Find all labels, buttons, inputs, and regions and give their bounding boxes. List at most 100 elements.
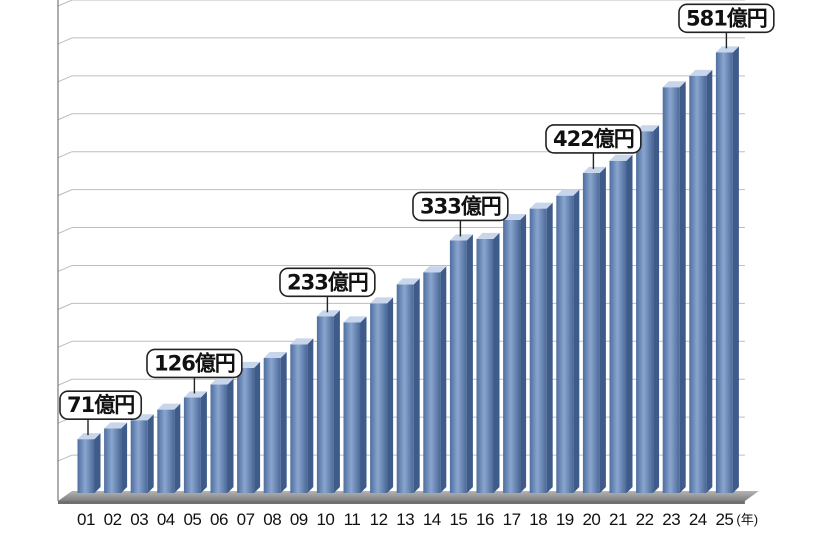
bar-21 [609,154,633,494]
bar-top [662,81,686,88]
bar-top [157,403,181,410]
bar-side [387,297,394,493]
callout-label: 71億円 [67,393,134,417]
callout-label: 581億円 [686,6,767,30]
x-tick-label: 22 [636,510,654,529]
bar-top [636,125,660,132]
bar-side [254,361,261,493]
bar-07 [237,361,261,493]
bar-25 [715,46,739,493]
bar-side [227,378,234,493]
bar-04 [157,403,181,493]
bar-23 [662,81,686,493]
grid-line [57,37,73,45]
bar-03 [130,414,154,493]
bar-side [546,202,553,494]
bar-19 [556,189,580,493]
x-tick-label: 24 [689,510,707,529]
bar-front [582,172,600,493]
x-tick-label: 14 [423,510,441,529]
bar-top [370,297,394,304]
bar-side [706,69,713,493]
bar-front [263,357,281,493]
value-callout: 333億円 [412,191,509,237]
x-tick-label: 23 [662,510,680,529]
bar-10 [316,310,340,493]
floor-edge [58,501,745,504]
bar-top [104,422,128,429]
bar-side [493,232,500,493]
bar-front [316,316,334,493]
bar-side [440,266,447,493]
x-tick-label: 13 [396,510,414,529]
grid-line [57,113,73,121]
x-tick-label: 02 [104,510,122,529]
grid-line [57,189,73,197]
bar-front [396,284,414,493]
bar-side [147,414,154,493]
floor-top [58,491,759,501]
bar-front [636,131,654,493]
bar-front [689,75,707,493]
bar-20 [582,166,606,493]
bar-top [582,166,606,173]
callout-label: 126億円 [154,351,235,375]
bar-front [183,397,201,493]
x-unit-label: (年) [736,512,758,527]
bar-top [556,189,580,196]
x-tick-label: 18 [529,510,547,529]
bar-front [556,195,574,493]
bar-side [732,46,739,493]
bar-top [609,154,633,161]
x-tick-label: 07 [237,510,255,529]
bar-side [653,125,660,494]
bar-side [200,391,207,493]
bar-front [77,439,95,493]
bar-side [307,338,314,493]
bar-side [121,422,128,493]
x-tick-label: 20 [582,510,600,529]
grid-line [57,302,73,310]
bar-06 [210,378,234,493]
bar-top [343,316,367,323]
bar-24 [689,69,713,493]
bar-front [130,420,148,493]
chart-floor [58,491,759,504]
callout-label: 333億円 [420,194,501,218]
x-tick-label: 16 [476,510,494,529]
bar-08 [263,351,287,493]
bar-top [77,433,101,440]
value-callout: 71億円 [59,390,143,436]
bar-14 [423,266,447,493]
bar-top [316,310,340,317]
bar-front [423,272,441,493]
bar-top [210,378,234,385]
bar-side [466,234,473,493]
x-tick-label: 08 [263,510,281,529]
bar-top [290,338,314,345]
grid-line [57,265,73,272]
bar-top [715,46,739,53]
bar-top [183,391,207,398]
x-tick-label: 15 [449,510,467,529]
x-tick-label: 21 [609,510,627,529]
bar-front [290,344,308,493]
bar-11 [343,316,367,493]
x-tick-label: 04 [157,510,175,529]
grid-line [57,0,73,7]
bar-side [360,316,367,493]
bar-side [280,351,287,493]
bar-front [503,219,521,493]
bar-side [626,154,633,493]
bar-09 [290,338,314,493]
bar-front [157,409,175,493]
bar-front [104,428,122,493]
value-callout: 581億円 [678,3,775,49]
bar-side [174,403,181,493]
grid-line [57,378,73,386]
bar-17 [503,213,527,493]
bar-front [662,87,680,493]
bar-front [237,367,255,493]
bar-top [689,69,713,76]
grid-line [57,454,73,462]
